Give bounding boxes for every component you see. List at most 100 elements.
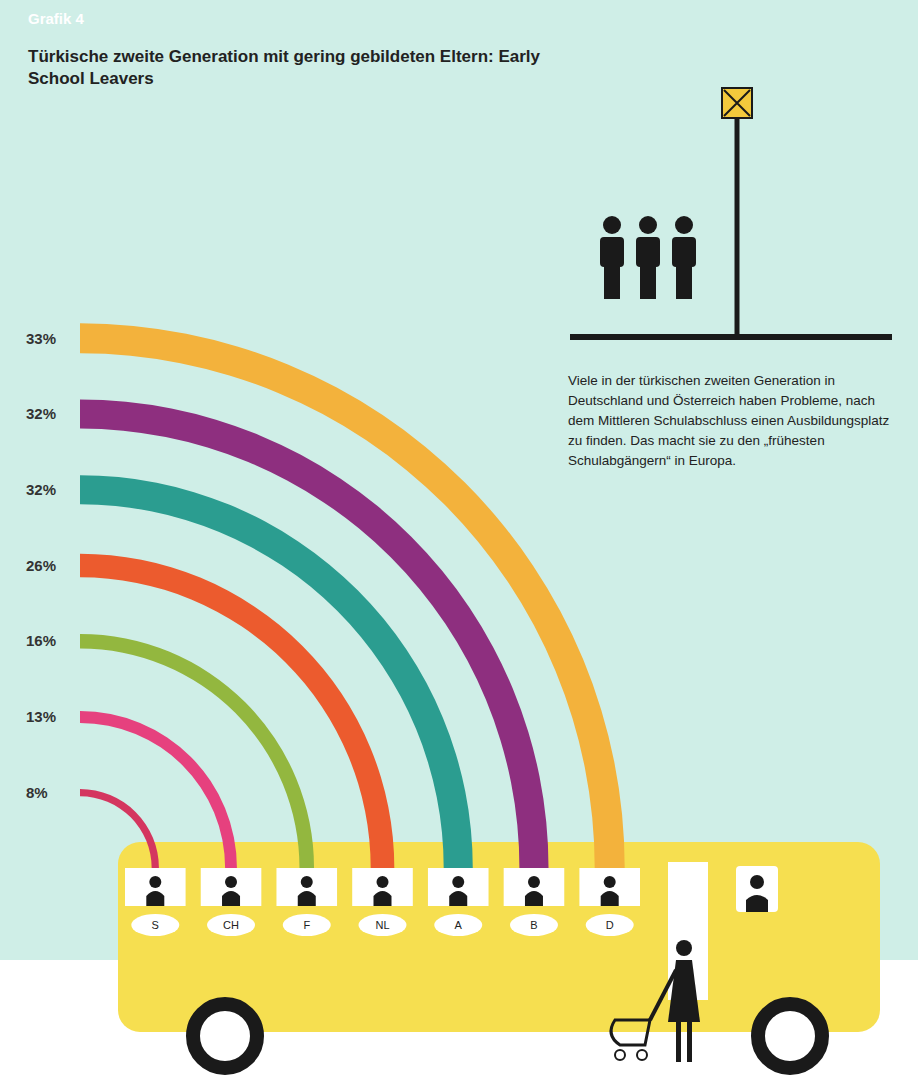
waiting-person — [636, 216, 660, 299]
window-pane — [504, 868, 565, 906]
country-label: A — [455, 919, 463, 931]
background — [0, 0, 918, 960]
country-oval — [359, 914, 407, 936]
passenger-body — [449, 891, 467, 906]
annotation-line: dem Mittleren Schulabschluss einen Ausbi… — [568, 413, 889, 428]
data-label: 16% — [26, 632, 56, 649]
country-label: F — [303, 919, 310, 931]
stop-ground — [570, 334, 892, 340]
country-oval — [586, 914, 634, 936]
arc — [80, 711, 237, 868]
woman-leg — [676, 1020, 681, 1062]
passenger-head — [377, 876, 389, 888]
person-head — [675, 216, 693, 234]
window-pane — [428, 868, 489, 906]
passenger-head — [225, 876, 237, 888]
country-oval — [283, 914, 331, 936]
annotation-line: zu finden. Das macht sie zu den „frühest… — [568, 433, 825, 448]
front-window — [736, 866, 778, 912]
arcs — [80, 323, 625, 868]
data-label: 26% — [26, 557, 56, 574]
window-pane — [579, 868, 640, 906]
country-oval — [207, 914, 255, 936]
person-head — [639, 216, 657, 234]
bus-window — [579, 868, 640, 906]
title-line: Türkische zweite Generation mit gering g… — [28, 47, 541, 66]
bus-stop — [570, 88, 892, 337]
annotation-line: Schulabgängern“ in Europa. — [568, 453, 736, 468]
bus-window — [276, 868, 337, 906]
arc — [80, 789, 159, 868]
waiting-person — [600, 216, 624, 299]
passenger-body — [525, 891, 543, 906]
country-label: D — [606, 919, 614, 931]
passenger-body — [146, 891, 164, 906]
data-label: 13% — [26, 708, 56, 725]
woman-with-stroller — [611, 940, 700, 1062]
person-head — [603, 216, 621, 234]
person-legs — [676, 265, 692, 299]
person-body — [600, 237, 624, 267]
data-label: 32% — [26, 405, 56, 422]
country-label: CH — [223, 919, 239, 931]
passenger-head — [528, 876, 540, 888]
bus-window — [352, 868, 413, 906]
person-legs — [640, 265, 656, 299]
woman-head — [676, 940, 692, 956]
window-pane — [201, 868, 262, 906]
arc — [80, 399, 549, 868]
bus-window — [201, 868, 262, 906]
passenger-head — [604, 876, 616, 888]
passenger-body — [298, 891, 316, 906]
data-label: 33% — [26, 330, 56, 347]
woman-leg — [687, 1020, 692, 1062]
person-body — [636, 237, 660, 267]
country-label: B — [530, 919, 537, 931]
driver-head — [750, 875, 764, 889]
driver-body — [746, 895, 768, 912]
window-pane — [125, 868, 186, 906]
country-oval — [510, 914, 558, 936]
window-pane — [276, 868, 337, 906]
window-pane — [352, 868, 413, 906]
stroller-wheel — [615, 1050, 625, 1060]
bus-window — [504, 868, 565, 906]
annotation-line: Viele in der türkischen zweiten Generati… — [568, 373, 835, 388]
passenger-body — [374, 891, 392, 906]
annotation: Viele in der türkischen zweiten Generati… — [568, 373, 889, 468]
passenger-body — [601, 891, 619, 906]
passenger-head — [301, 876, 313, 888]
person-legs — [604, 265, 620, 299]
stop-pole — [735, 118, 740, 337]
bus-window — [125, 868, 186, 906]
bus: S CH F NL A B D — [118, 842, 880, 1068]
stroller-wheel — [637, 1050, 647, 1060]
stroller — [611, 1020, 650, 1045]
arc — [80, 475, 473, 868]
title: Türkische zweite Generation mit gering g… — [28, 47, 541, 88]
arc — [80, 634, 314, 868]
data-label: 32% — [26, 481, 56, 498]
data-labels: 8% 13% 16% 26% 32% 32% 33% — [26, 330, 56, 801]
person-body — [672, 237, 696, 267]
passenger-head — [149, 876, 161, 888]
bus-window — [428, 868, 489, 906]
country-oval — [131, 914, 179, 936]
passenger-body — [222, 891, 240, 906]
country-label: S — [152, 919, 159, 931]
passenger-head — [452, 876, 464, 888]
arc — [80, 323, 625, 868]
data-label: 8% — [26, 784, 48, 801]
stop-sign-x — [724, 90, 750, 116]
wheel — [193, 1004, 257, 1068]
woman-dress — [668, 960, 700, 1022]
title-line: School Leavers — [28, 69, 154, 88]
woman-arm — [650, 970, 676, 1020]
country-label: NL — [375, 919, 389, 931]
annotation-line: Deutschland und Österreich haben Problem… — [568, 393, 875, 408]
waiting-person — [672, 216, 696, 299]
stop-sign — [722, 88, 752, 118]
country-oval — [434, 914, 482, 936]
figure-label: Grafik 4 — [28, 10, 85, 27]
wheel — [758, 1004, 822, 1068]
